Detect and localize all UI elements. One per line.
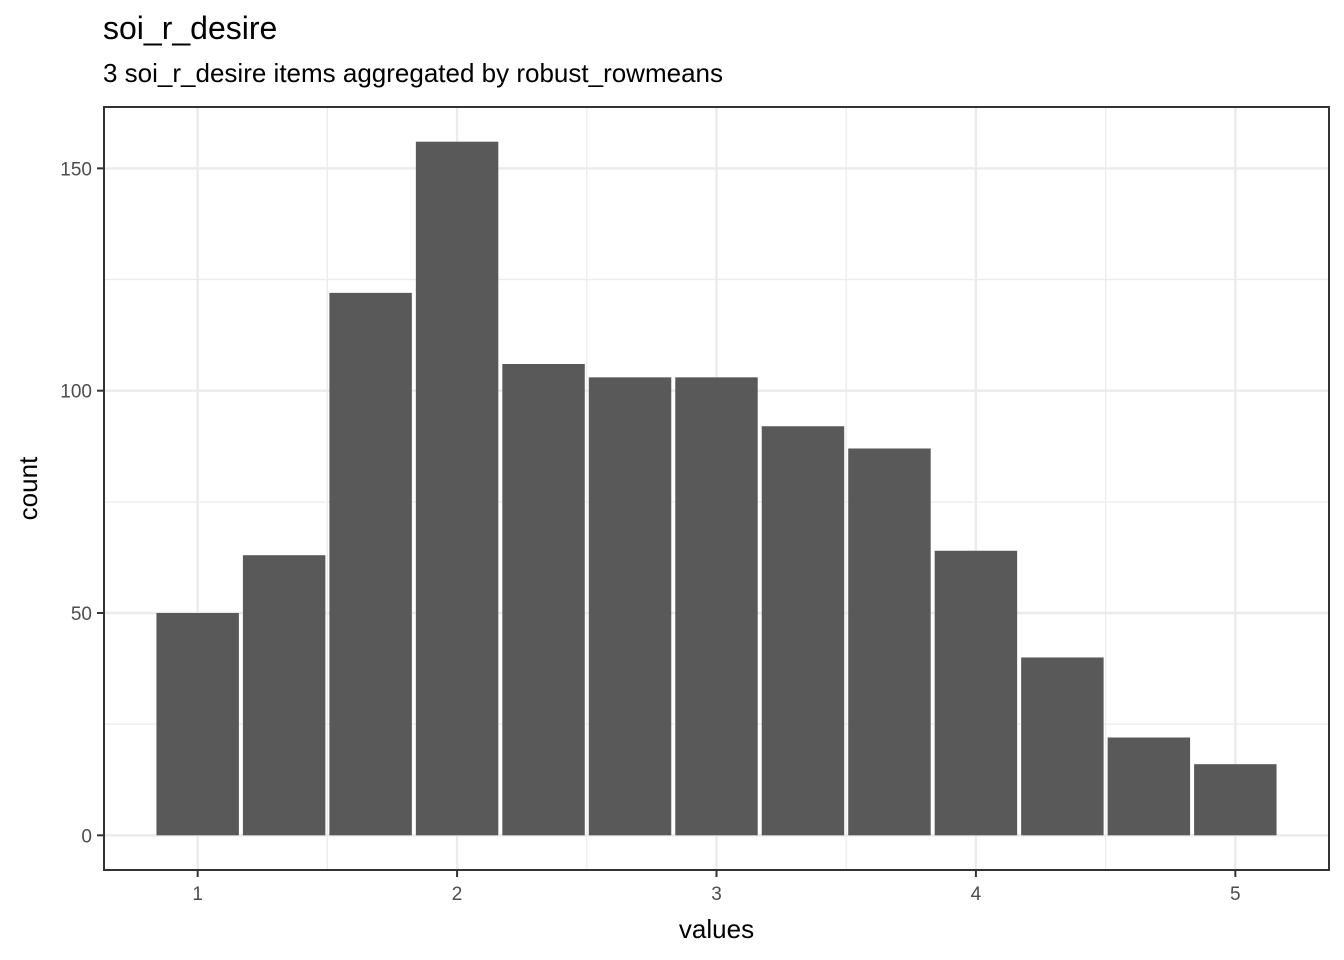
bar: [415, 141, 499, 836]
y-tick-label: 150: [60, 159, 92, 180]
y-tick-label: 100: [60, 382, 92, 403]
y-axis-title: count: [13, 456, 43, 520]
bars: [156, 141, 1277, 836]
bar: [329, 292, 412, 836]
x-tick-label: 5: [1230, 884, 1241, 905]
bar: [675, 377, 758, 836]
bar: [1194, 764, 1277, 836]
bar: [502, 364, 585, 836]
y-axis: 0 50 100 150: [60, 159, 104, 847]
bar: [156, 612, 239, 836]
bar: [1021, 657, 1104, 836]
x-axis-title: values: [679, 914, 754, 944]
bar: [242, 555, 326, 836]
x-tick-label: 1: [192, 884, 203, 905]
bar: [588, 377, 672, 836]
x-axis: 1 2 3 4 5: [192, 870, 1241, 905]
y-tick-label: 50: [71, 604, 92, 625]
x-tick-label: 4: [971, 884, 982, 905]
bar: [761, 426, 845, 836]
bar: [1107, 737, 1191, 836]
bar: [848, 448, 931, 836]
y-tick-label: 0: [81, 826, 92, 847]
chart-subtitle: 3 soi_r_desire items aggregated by robus…: [103, 58, 724, 88]
bar: [934, 550, 1018, 836]
chart-title: soi_r_desire: [103, 10, 278, 46]
x-tick-label: 2: [452, 884, 463, 905]
x-tick-label: 3: [711, 884, 722, 905]
